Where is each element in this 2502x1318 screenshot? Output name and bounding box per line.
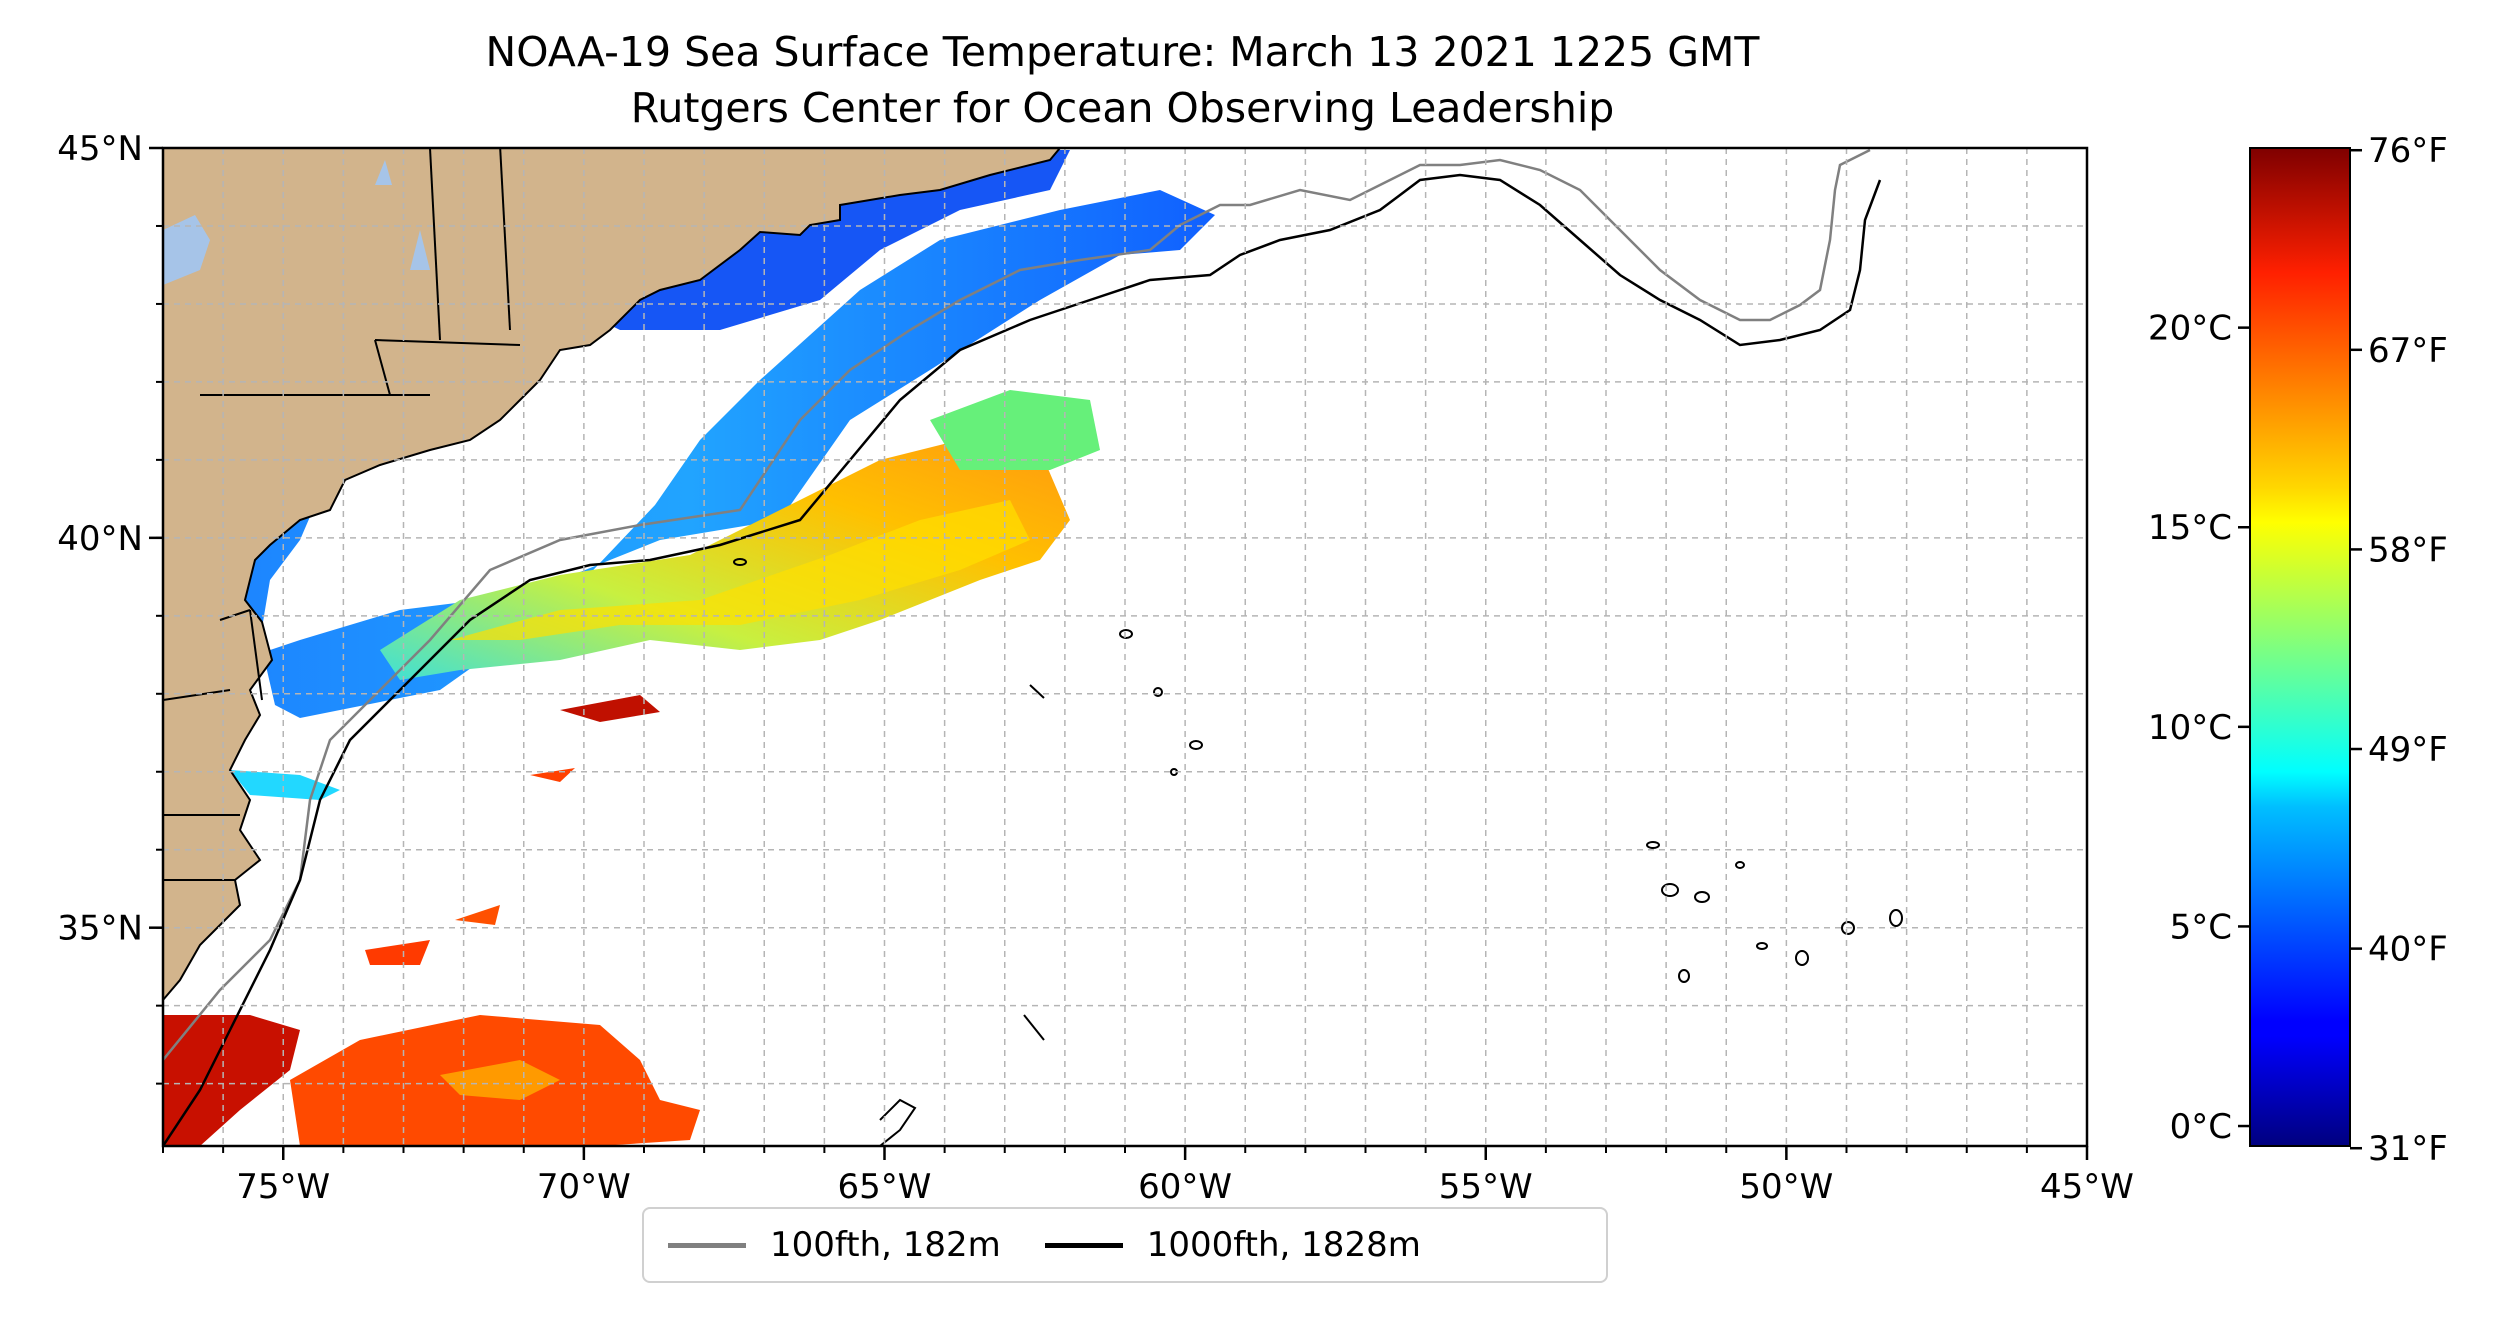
fahrenheit-tick-label: 49°F [2368, 730, 2448, 770]
land-mass [163, 148, 1062, 1002]
sst-warm-streak-d [365, 940, 430, 965]
lon-tick-label: 55°W [1439, 1167, 1533, 1207]
lat-tick-label: 40°N [57, 519, 143, 559]
legend-line-icon [1044, 1242, 1123, 1248]
celsius-tick-label: 15°C [2148, 508, 2232, 548]
lat-tick-label: 35°N [57, 909, 143, 949]
seamount-contours [733, 558, 1903, 1146]
sst-warm-streak-b [530, 768, 575, 782]
legend-label: 1000fth, 1828m [1146, 1225, 1421, 1265]
lon-tick-label: 65°W [838, 1167, 932, 1207]
fahrenheit-tick-label: 58°F [2368, 530, 2448, 570]
lake-patch [375, 160, 392, 185]
lon-tick-label: 45°W [2040, 1167, 2134, 1207]
colorbar [2249, 147, 2351, 1147]
sst-warm-streak-c [455, 905, 500, 925]
isobath-100fth [163, 148, 1871, 1061]
isobath-legend: 100fth, 182m 1000fth, 1828m [642, 1207, 1608, 1283]
legend-line-icon [668, 1242, 746, 1248]
celsius-tick-label: 0°C [2170, 1107, 2232, 1147]
sst-warm-streak-a [560, 695, 660, 722]
legend-item-1000fth: 1000fth, 1828m [1044, 1225, 1421, 1265]
lake-patch [163, 215, 210, 285]
fahrenheit-tick-label: 76°F [2368, 131, 2448, 171]
lon-ticks: 75°W 70°W 65°W 60°W 55°W 50°W 45°W [162, 1146, 2134, 1207]
celsius-tick-label: 10°C [2148, 708, 2232, 748]
lat-ticks: 45°N 40°N 35°N [57, 129, 163, 1085]
map-area [163, 148, 1903, 1146]
legend-label: 100fth, 182m [770, 1225, 1001, 1265]
fahrenheit-tick-label: 40°F [2368, 930, 2448, 970]
colorbar-celsius-ticks: 0°C 5°C 10°C 15°C 20°C [2148, 309, 2250, 1147]
sst-cold-shelf-field [163, 190, 1215, 730]
legend-item-100fth: 100fth, 182m [668, 1225, 1001, 1265]
lon-tick-label: 75°W [236, 1167, 330, 1207]
fahrenheit-tick-label: 67°F [2368, 331, 2448, 371]
celsius-tick-label: 5°C [2170, 907, 2232, 947]
state-borders [163, 148, 521, 881]
lat-tick-label: 45°N [57, 129, 143, 169]
sst-green-patch [930, 390, 1100, 470]
celsius-tick-label: 20°C [2148, 309, 2232, 349]
isobath-1000fth [163, 173, 1882, 1146]
sst-southern-red-field [163, 1015, 300, 1146]
lake-patch [410, 230, 430, 270]
sst-southern-yellow-patch [440, 1060, 560, 1100]
lon-tick-label: 70°W [537, 1167, 631, 1207]
lon-tick-label: 50°W [1739, 1167, 1833, 1207]
lon-tick-label: 60°W [1138, 1167, 1232, 1207]
map-title: NOAA-19 Sea Surface Temperature: March 1… [485, 28, 1760, 76]
colorbar-fahrenheit-ticks: 31°F 40°F 49°F 58°F 67°F 76°F [2350, 131, 2448, 1169]
map-subtitle: Rutgers Center for Ocean Observing Leade… [630, 84, 1615, 132]
fahrenheit-tick-label: 31°F [2368, 1129, 2448, 1169]
